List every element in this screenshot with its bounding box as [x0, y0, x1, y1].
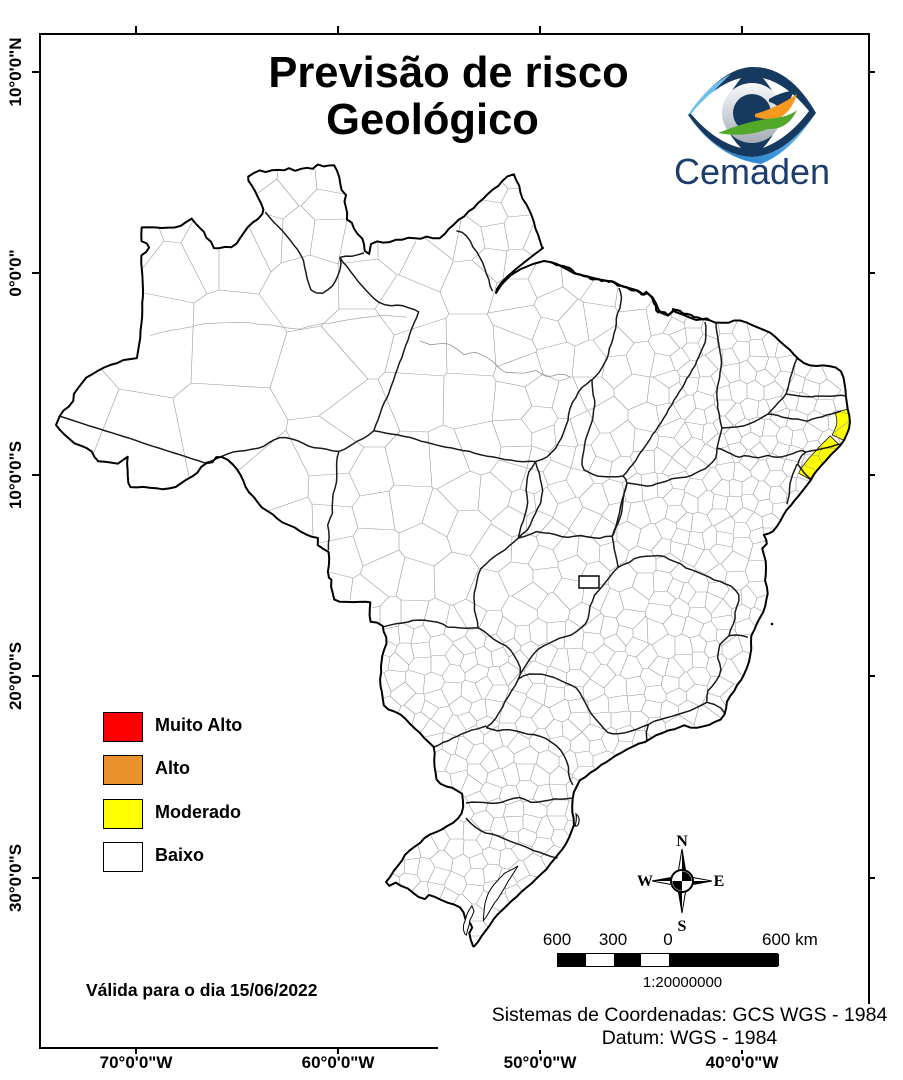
svg-text:Cemaden: Cemaden — [674, 151, 830, 190]
svg-text:N: N — [676, 833, 688, 850]
svg-text:W: W — [637, 873, 653, 890]
svg-text:S: S — [678, 918, 687, 932]
svg-text:E: E — [714, 873, 725, 890]
